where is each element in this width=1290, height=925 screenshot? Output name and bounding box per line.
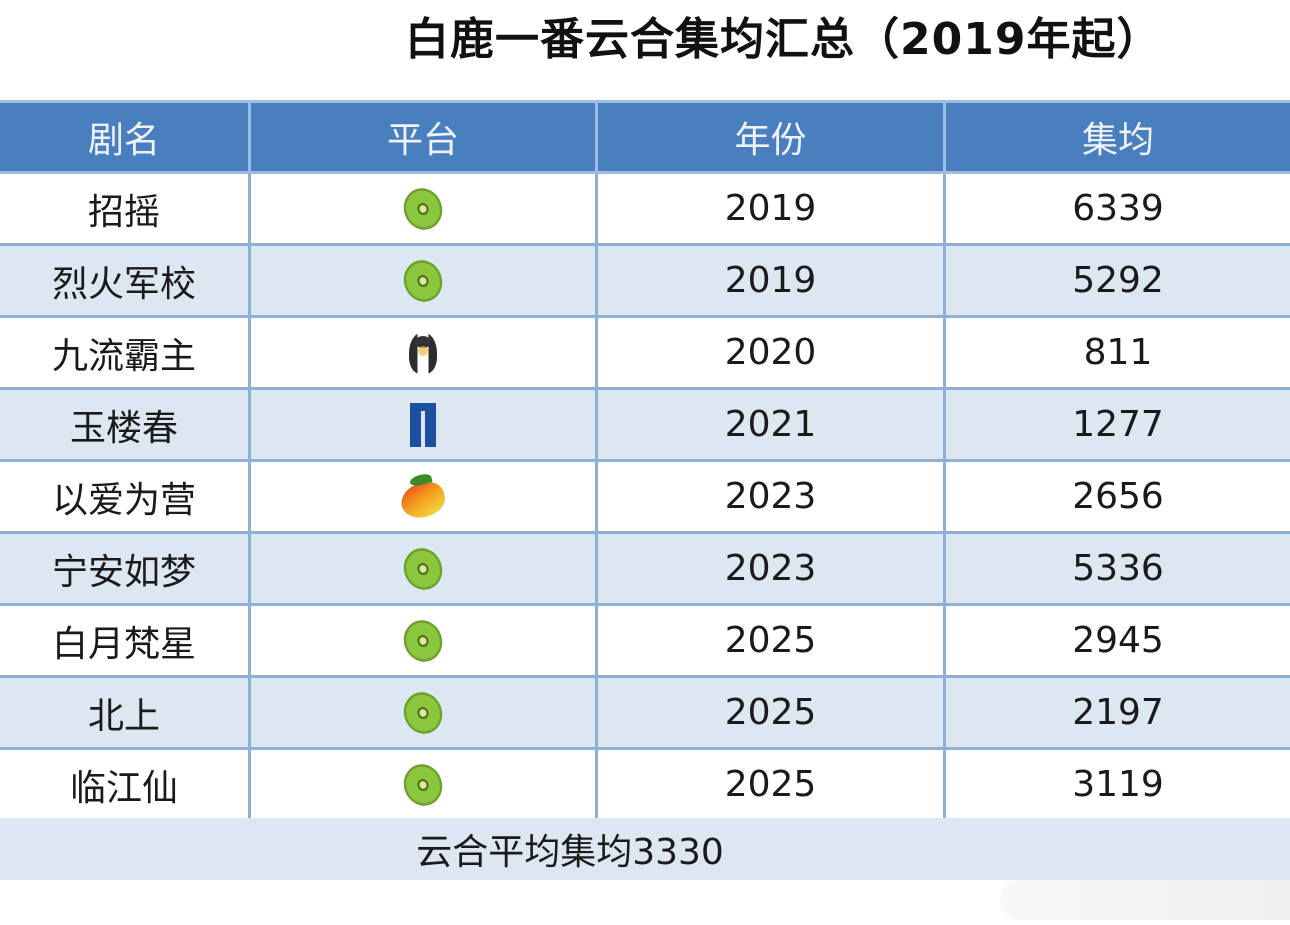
drama-name: 烈火军校 bbox=[0, 246, 251, 315]
platform-cell bbox=[251, 174, 598, 243]
year: 2019 bbox=[598, 246, 946, 315]
platform-cell bbox=[251, 246, 598, 315]
average-footer: 云合平均集均3330 bbox=[0, 818, 1290, 880]
drama-name: 以爱为营 bbox=[0, 462, 251, 531]
episode-average: 2656 bbox=[1072, 476, 1164, 517]
jeans-icon bbox=[410, 402, 436, 447]
kiwi-icon bbox=[397, 182, 449, 235]
header-year: 年份 bbox=[598, 103, 946, 171]
drama-name: 招摇 bbox=[0, 174, 251, 243]
year: 2023 bbox=[598, 534, 946, 603]
table-row: 招摇 2019 6339 bbox=[0, 174, 1290, 246]
table-header-row: 剧名 平台 年份 集均 bbox=[0, 100, 1290, 174]
header-drama-name: 剧名 bbox=[0, 103, 251, 171]
penguin-icon bbox=[409, 331, 437, 374]
platform-cell bbox=[251, 678, 598, 747]
mango-icon bbox=[397, 477, 449, 522]
platform-cell bbox=[251, 390, 598, 459]
table-row: 九流霸主 2020 811 bbox=[0, 318, 1290, 390]
page-title: 白鹿一番云合集均汇总（2019年起） bbox=[405, 14, 1162, 65]
kiwi-icon bbox=[397, 758, 449, 811]
episode-average: 2945 bbox=[1072, 620, 1164, 661]
episode-average: 1277 bbox=[1072, 404, 1164, 445]
drama-name: 宁安如梦 bbox=[0, 534, 251, 603]
table-row: 宁安如梦 2023 5336 bbox=[0, 534, 1290, 606]
episode-average: 5336 bbox=[1072, 548, 1164, 589]
episode-average: 2197 bbox=[1072, 692, 1164, 733]
table-row: 北上 2025 2197 bbox=[0, 678, 1290, 750]
kiwi-icon bbox=[397, 686, 449, 739]
platform-cell bbox=[251, 534, 598, 603]
year: 2025 bbox=[598, 750, 946, 819]
table-row: 玉楼春 2021 1277 bbox=[0, 390, 1290, 462]
episode-average: 3119 bbox=[1072, 764, 1164, 805]
platform-cell bbox=[251, 462, 598, 531]
drama-name: 九流霸主 bbox=[0, 318, 251, 387]
drama-name: 北上 bbox=[0, 678, 251, 747]
header-episode-average: 集均 bbox=[1081, 120, 1154, 161]
platform-cell bbox=[251, 606, 598, 675]
year: 2025 bbox=[598, 678, 946, 747]
episode-average: 811 bbox=[1083, 332, 1153, 373]
year: 2020 bbox=[598, 318, 946, 387]
year: 2021 bbox=[598, 390, 946, 459]
year: 2025 bbox=[598, 606, 946, 675]
table-row: 以爱为营 2023 2656 bbox=[0, 462, 1290, 534]
table-row: 白月梵星 2025 2945 bbox=[0, 606, 1290, 678]
platform-cell bbox=[251, 318, 598, 387]
drama-name: 临江仙 bbox=[0, 750, 251, 819]
average-summary: 云合平均集均3330 bbox=[416, 832, 724, 873]
drama-name: 玉楼春 bbox=[0, 390, 251, 459]
kiwi-icon bbox=[397, 542, 449, 595]
summary-table: 剧名 平台 年份 集均 招摇 2019 6339 烈火军校 2019 5292 九流霸主 20… bbox=[0, 100, 1290, 822]
episode-average: 5292 bbox=[1072, 260, 1164, 301]
episode-average: 6339 bbox=[1072, 188, 1164, 229]
table-row: 烈火军校 2019 5292 bbox=[0, 246, 1290, 318]
kiwi-icon bbox=[397, 614, 449, 667]
platform-cell bbox=[251, 750, 598, 819]
year: 2023 bbox=[598, 462, 946, 531]
year: 2019 bbox=[598, 174, 946, 243]
header-platform: 平台 bbox=[251, 103, 598, 171]
table-row: 临江仙 2025 3119 bbox=[0, 750, 1290, 822]
drama-name: 白月梵星 bbox=[0, 606, 251, 675]
watermark bbox=[1000, 880, 1290, 920]
kiwi-icon bbox=[397, 254, 449, 307]
